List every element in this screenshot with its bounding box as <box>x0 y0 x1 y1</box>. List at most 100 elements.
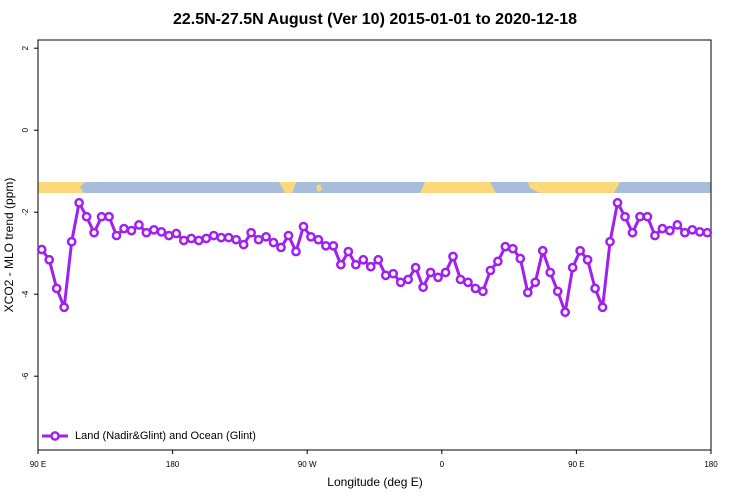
y-tick-label: -4 <box>21 290 30 298</box>
point <box>261 231 271 242</box>
point <box>612 197 623 208</box>
point <box>530 277 541 288</box>
point <box>126 225 137 236</box>
point <box>201 233 212 244</box>
point <box>193 235 204 246</box>
x-axis-label: Longitude (deg E) <box>327 475 422 489</box>
point <box>507 243 518 254</box>
point <box>687 224 698 235</box>
point <box>388 268 399 279</box>
point <box>111 230 122 241</box>
point <box>231 234 242 245</box>
point <box>156 227 167 237</box>
point <box>545 267 556 278</box>
point <box>51 283 62 294</box>
point <box>395 277 406 288</box>
point <box>582 254 593 265</box>
point <box>470 283 481 294</box>
point <box>418 282 428 293</box>
point <box>620 211 630 222</box>
point <box>702 227 713 238</box>
point <box>433 272 443 283</box>
point <box>89 227 99 238</box>
point <box>223 232 234 243</box>
point <box>485 265 496 276</box>
point <box>358 254 369 265</box>
point <box>567 262 578 273</box>
point <box>373 254 384 265</box>
point <box>650 230 660 241</box>
point <box>627 227 638 238</box>
point <box>186 233 197 244</box>
point <box>321 240 331 251</box>
point <box>134 220 144 230</box>
y-tick-label: 0 <box>21 127 30 132</box>
point <box>306 231 316 242</box>
land <box>279 182 296 193</box>
point <box>522 287 533 298</box>
y-tick-label: -6 <box>21 372 30 380</box>
point <box>276 242 286 253</box>
point <box>268 237 279 248</box>
legend-marker <box>50 431 60 441</box>
point <box>605 236 615 247</box>
point <box>328 240 339 251</box>
point <box>440 267 451 278</box>
plot-frame <box>37 39 712 451</box>
point <box>552 286 563 297</box>
point <box>141 227 152 238</box>
point <box>81 211 92 222</box>
point <box>679 227 690 238</box>
map-strip <box>38 182 711 193</box>
point <box>590 283 600 294</box>
land <box>316 184 322 192</box>
legend-label: Land (Nadir&Glint) and Ocean (Glint) <box>75 430 256 442</box>
point <box>104 211 114 222</box>
point <box>298 221 309 232</box>
point <box>59 302 70 313</box>
point <box>119 223 129 234</box>
point <box>500 241 511 252</box>
x-tick-label: 90 W <box>298 460 317 469</box>
point <box>537 245 548 256</box>
point <box>149 224 159 235</box>
point <box>478 286 488 297</box>
point <box>74 197 84 208</box>
point <box>44 254 55 265</box>
point <box>238 239 249 250</box>
point <box>597 302 608 313</box>
point <box>283 230 294 241</box>
point <box>463 277 473 288</box>
point <box>246 227 256 238</box>
point <box>253 234 264 245</box>
point <box>178 235 189 246</box>
y-tick-label: 2 <box>21 45 30 50</box>
x-tick-label: 180 <box>166 460 180 469</box>
point <box>448 251 458 262</box>
point <box>365 261 376 272</box>
point <box>350 259 361 270</box>
point <box>635 211 645 222</box>
point <box>425 267 436 278</box>
chart-title: 22.5N-27.5N August (Ver 10) 2015-01-01 t… <box>173 11 577 28</box>
point <box>515 253 526 264</box>
point <box>410 262 421 273</box>
point <box>380 270 391 281</box>
point <box>66 236 77 247</box>
y-axis-label: XCO2 - MLO trend (ppm) <box>2 178 16 313</box>
land <box>38 182 85 193</box>
point <box>336 259 346 270</box>
point <box>493 256 503 267</box>
point <box>575 245 585 256</box>
x-tick-label: 0 <box>440 460 445 469</box>
land <box>528 182 620 193</box>
point <box>171 228 182 239</box>
point <box>291 246 301 257</box>
point <box>96 211 107 222</box>
y-tick-label: -2 <box>21 208 30 216</box>
point <box>642 211 653 222</box>
point <box>216 232 227 243</box>
point <box>343 246 354 257</box>
point <box>36 244 47 255</box>
